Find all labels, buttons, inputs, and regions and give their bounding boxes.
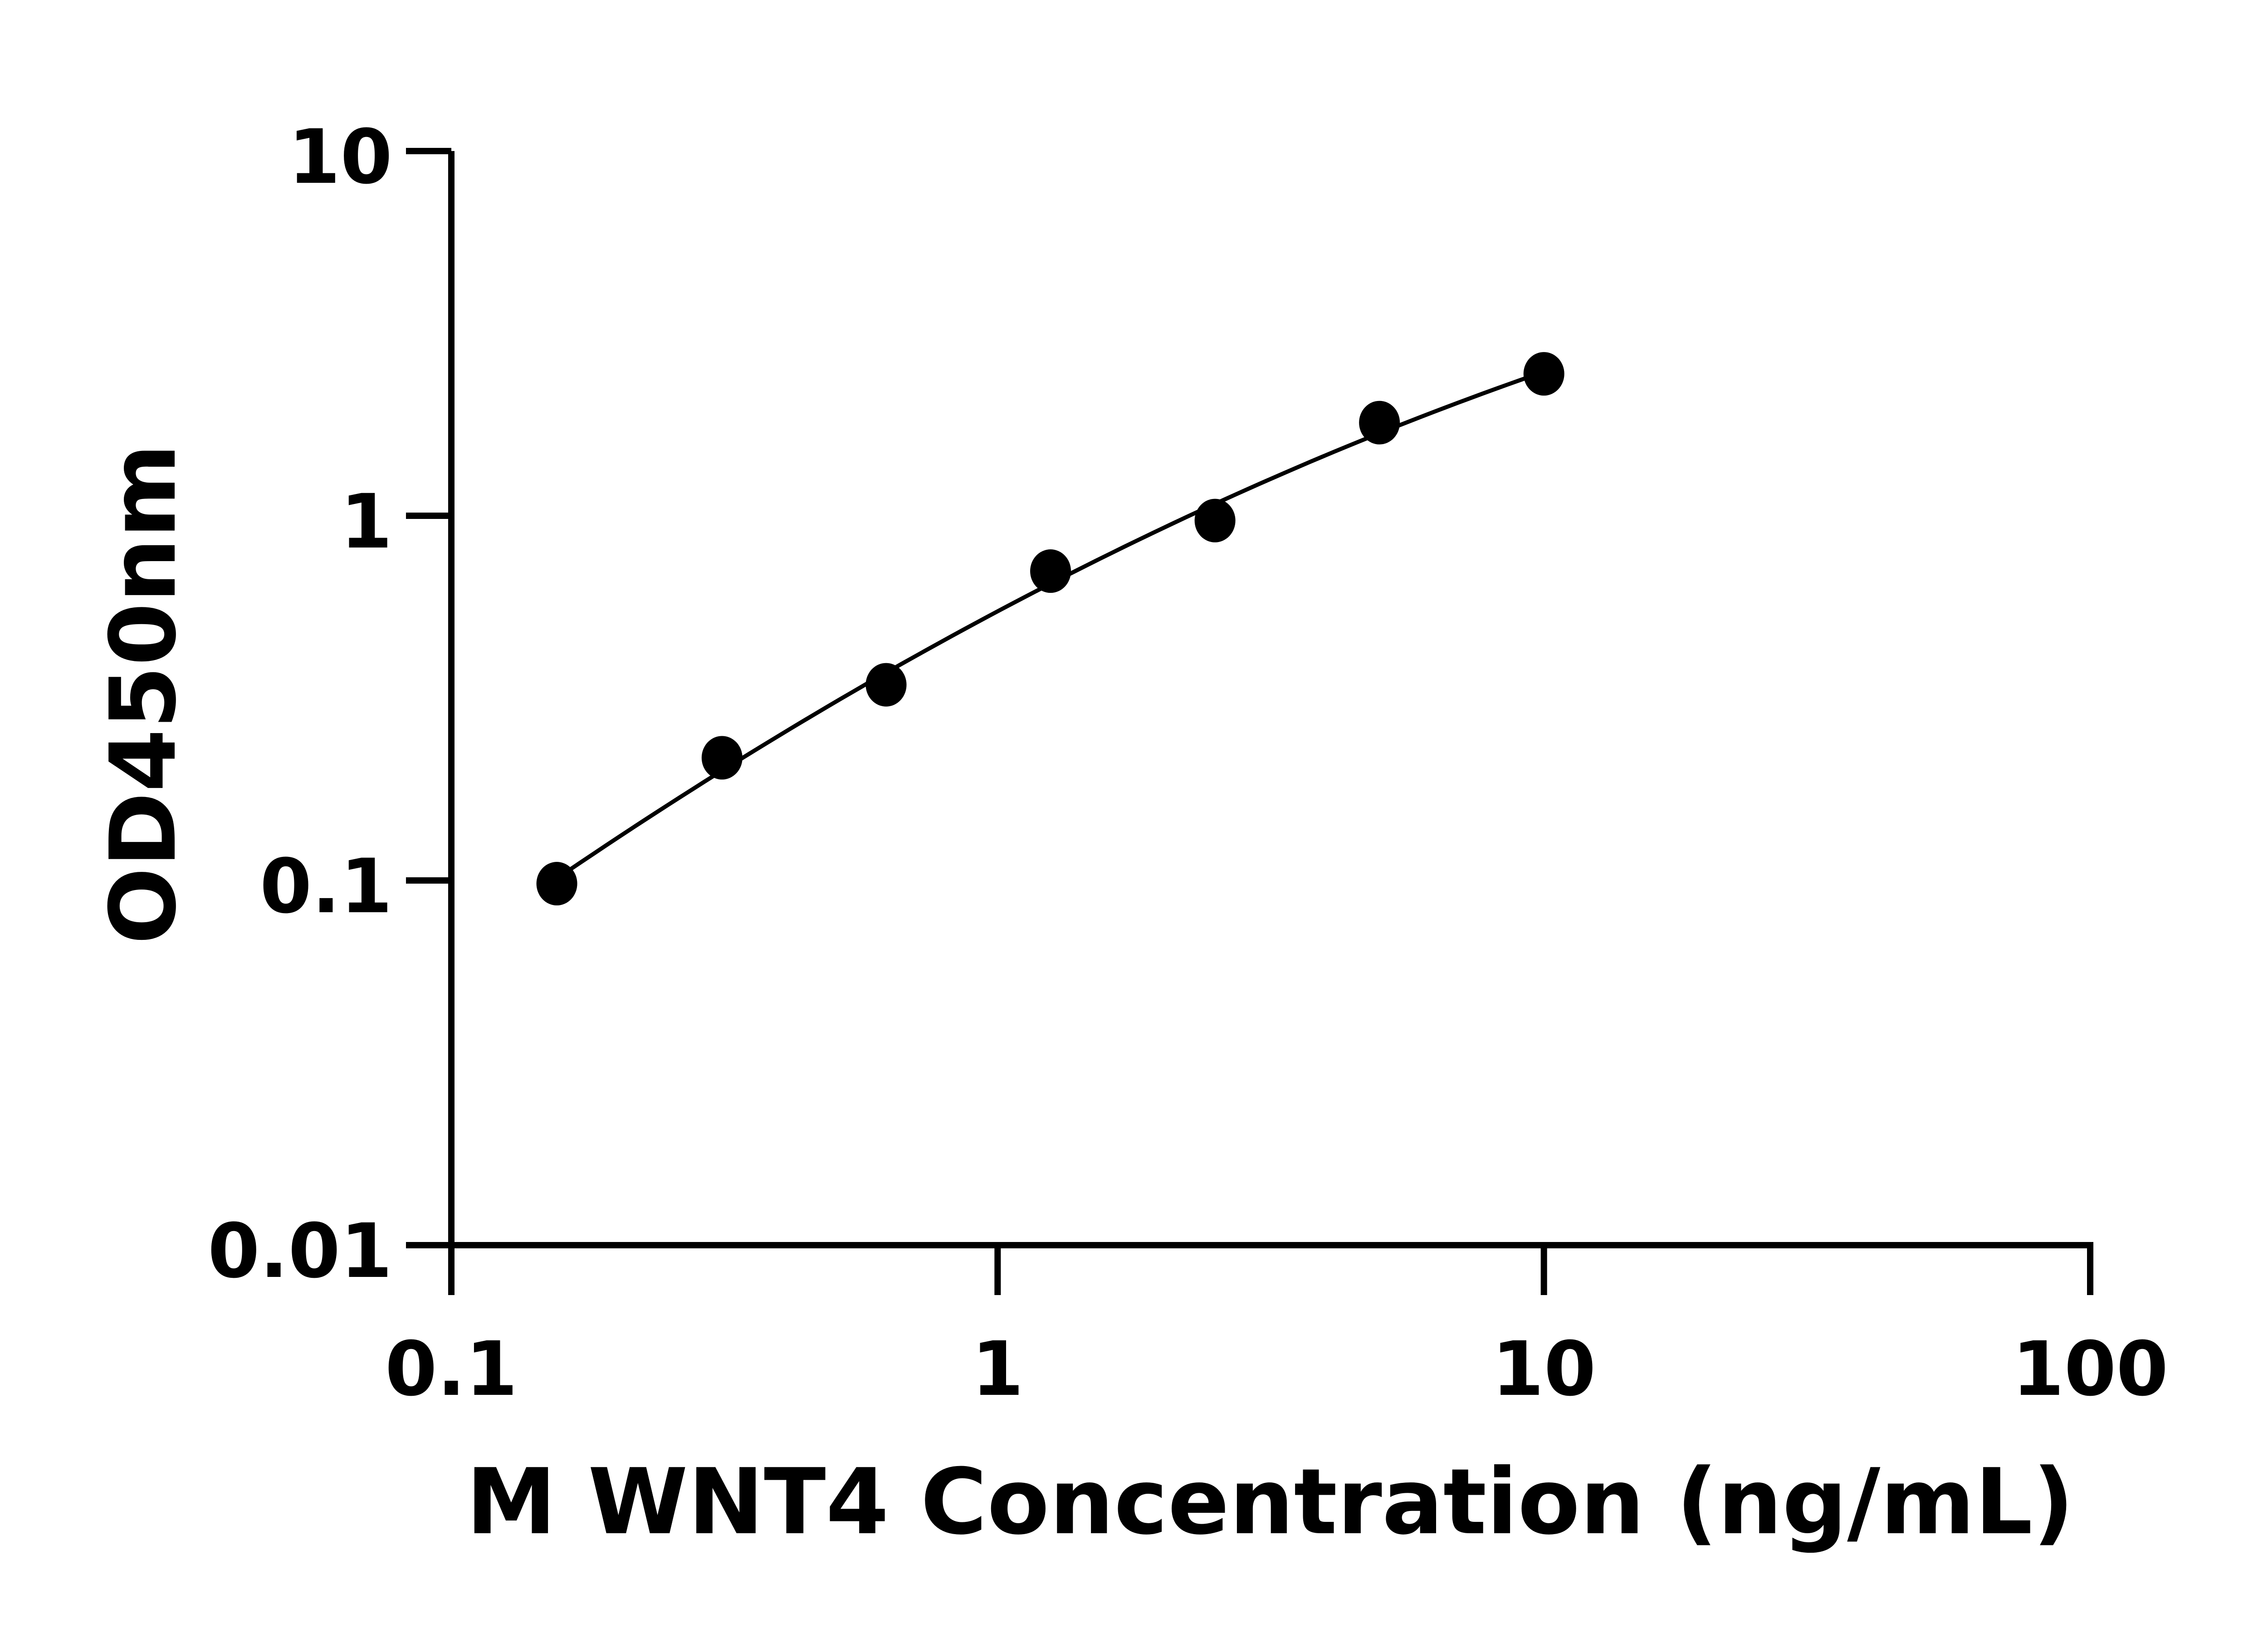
data-point [1030,549,1071,593]
y-tick-label: 1 [340,478,392,565]
y-tick-label: 10 [288,113,392,200]
y-tick-label: 0.1 [260,843,392,930]
x-tick-label: 10 [1492,1325,1596,1413]
x-tick-label: 0.1 [385,1325,518,1413]
data-point [1359,401,1400,445]
y-axis-label: OD450nm [91,444,196,944]
data-point [865,663,907,707]
x-axis-label: M WNT4 Concentration (ng/mL) [466,1449,2074,1555]
axes [448,151,2093,1248]
ticks: 0.01 0.1 1 10 0.1 1 10 100 [208,113,2168,1413]
data-point [1523,352,1564,396]
x-tick-label: 100 [2012,1325,2168,1413]
data-points [536,352,1564,906]
data-point [1194,499,1236,543]
data-point [536,862,577,906]
fit-curve [556,370,1545,880]
x-tick-label: 1 [972,1325,1024,1413]
y-tick-label: 0.01 [208,1208,392,1295]
data-point [701,736,743,780]
